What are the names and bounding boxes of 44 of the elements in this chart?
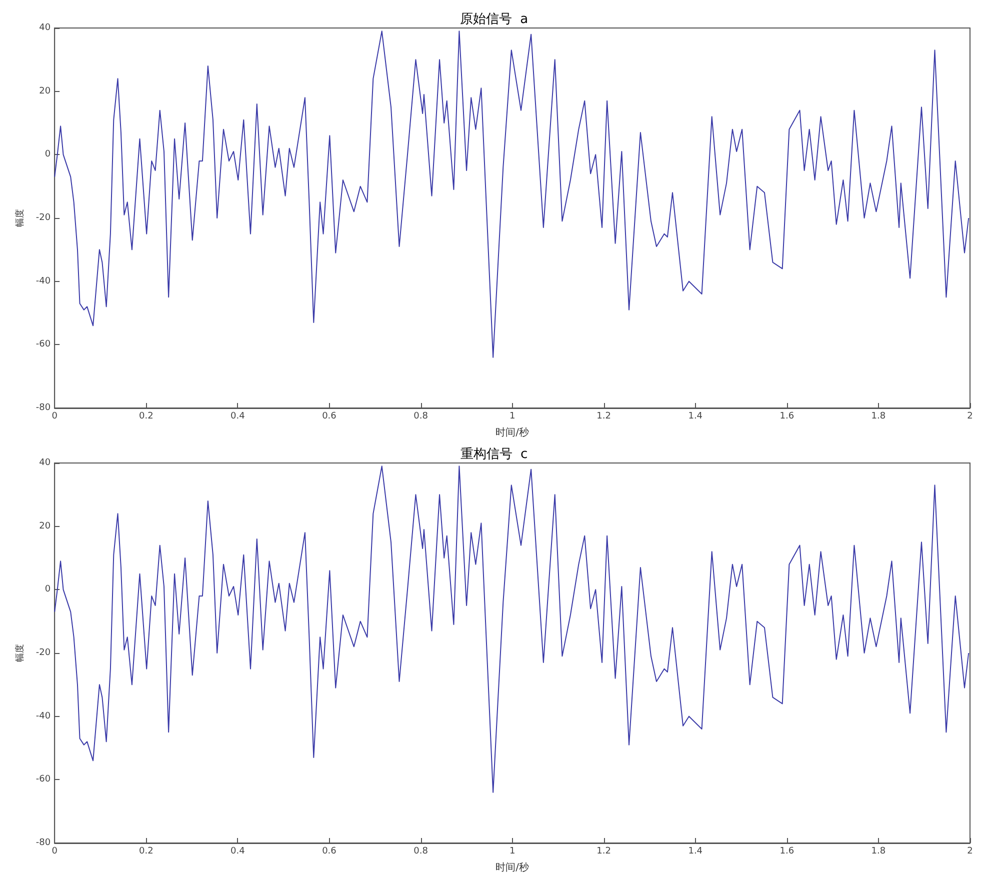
x-tick-label: 1.8 xyxy=(871,412,886,422)
x-tick-label: 0 xyxy=(52,412,58,422)
y-tick-label: -60 xyxy=(36,340,51,350)
x-tick-label: 1.8 xyxy=(871,846,886,856)
y-tick-label: 40 xyxy=(39,458,51,468)
x-tick-label: 1.2 xyxy=(596,412,612,422)
x-tick-label: 0.4 xyxy=(230,412,246,422)
y-tick-label: -20 xyxy=(36,648,51,658)
chart-title: 原始信号 a xyxy=(460,12,528,27)
y-tick-label: 20 xyxy=(39,86,51,96)
x-tick-label: 1.4 xyxy=(688,846,703,856)
x-tick-label: 0.6 xyxy=(322,412,337,422)
y-axis-title: 幅度 xyxy=(14,209,26,227)
x-tick-label: 0 xyxy=(52,846,58,856)
y-tick-label: 0 xyxy=(44,150,51,160)
y-tick-label: -80 xyxy=(36,403,51,413)
y-tick-label: -80 xyxy=(36,838,51,848)
x-tick-label: 0.6 xyxy=(322,846,337,856)
x-tick-label: 0.2 xyxy=(138,412,154,422)
y-tick-label: 20 xyxy=(39,521,51,532)
y-tick-label: 40 xyxy=(39,23,51,33)
x-tick-label: 1.6 xyxy=(780,412,794,422)
x-tick-label: 1.2 xyxy=(596,846,612,856)
y-tick-label: -20 xyxy=(36,213,51,223)
x-tick-label: 1.4 xyxy=(688,412,703,422)
x-tick-label: 1 xyxy=(509,846,516,856)
x-axis-title: 时间/秒 xyxy=(496,426,529,438)
x-tick-label: 0.2 xyxy=(138,846,154,856)
x-tick-label: 2 xyxy=(967,846,973,856)
x-axis-title: 时间/秒 xyxy=(496,862,529,874)
y-tick-label: -40 xyxy=(36,711,51,722)
line-series xyxy=(54,466,970,793)
x-tick-label: 1.6 xyxy=(780,846,794,856)
line-series xyxy=(54,30,970,358)
x-tick-label: 2 xyxy=(967,412,973,422)
x-tick-label: 0.8 xyxy=(414,412,428,422)
x-tick-label: 1 xyxy=(509,412,516,422)
x-tick-label: 0.8 xyxy=(414,846,428,856)
chart-title: 重构信号 c xyxy=(460,447,528,462)
y-tick-label: -40 xyxy=(36,276,51,286)
x-tick-label: 0.4 xyxy=(230,846,246,856)
y-tick-label: 0 xyxy=(44,584,51,595)
y-axis-title: 幅度 xyxy=(14,644,26,662)
y-tick-label: -60 xyxy=(36,774,51,785)
